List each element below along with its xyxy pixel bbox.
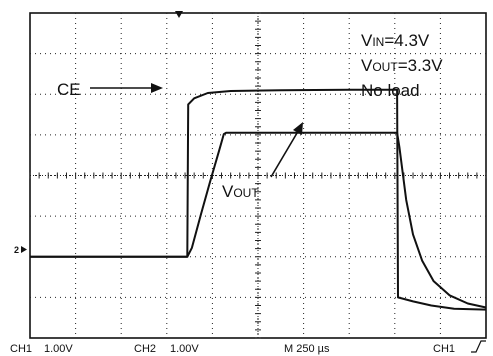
trace-ce xyxy=(30,88,487,311)
trigger-position-marker xyxy=(175,11,183,18)
load-condition: No load xyxy=(361,81,420,100)
ground-level-marker: 2 xyxy=(14,245,19,255)
status-bar: CH1 1.00V CH2 1.00V M 250 µs CH1 xyxy=(10,340,486,355)
vout-condition: VOUT=3.3V xyxy=(361,56,443,75)
ce-label: CE xyxy=(57,80,81,99)
trigger-source: CH1 xyxy=(433,343,455,355)
ce-arrow xyxy=(90,83,163,93)
traces xyxy=(30,88,487,311)
rising-edge-icon xyxy=(471,340,486,353)
ch1-label: CH1 xyxy=(10,343,32,355)
vin-condition: VIN=4.3V xyxy=(361,31,430,50)
vout-arrow xyxy=(270,122,303,178)
ground-arrow-icon xyxy=(21,246,27,253)
ch1-scale: 1.00V xyxy=(44,343,73,355)
vout-trace-label: VOUT xyxy=(222,182,259,201)
grid xyxy=(29,12,487,339)
ch2-scale: 1.00V xyxy=(170,343,199,355)
ch2-label: CH2 xyxy=(134,343,156,355)
timebase: M 250 µs xyxy=(284,343,330,355)
trace-vout xyxy=(30,131,487,309)
test-conditions: VIN=4.3V VOUT=3.3V No load xyxy=(361,31,443,100)
